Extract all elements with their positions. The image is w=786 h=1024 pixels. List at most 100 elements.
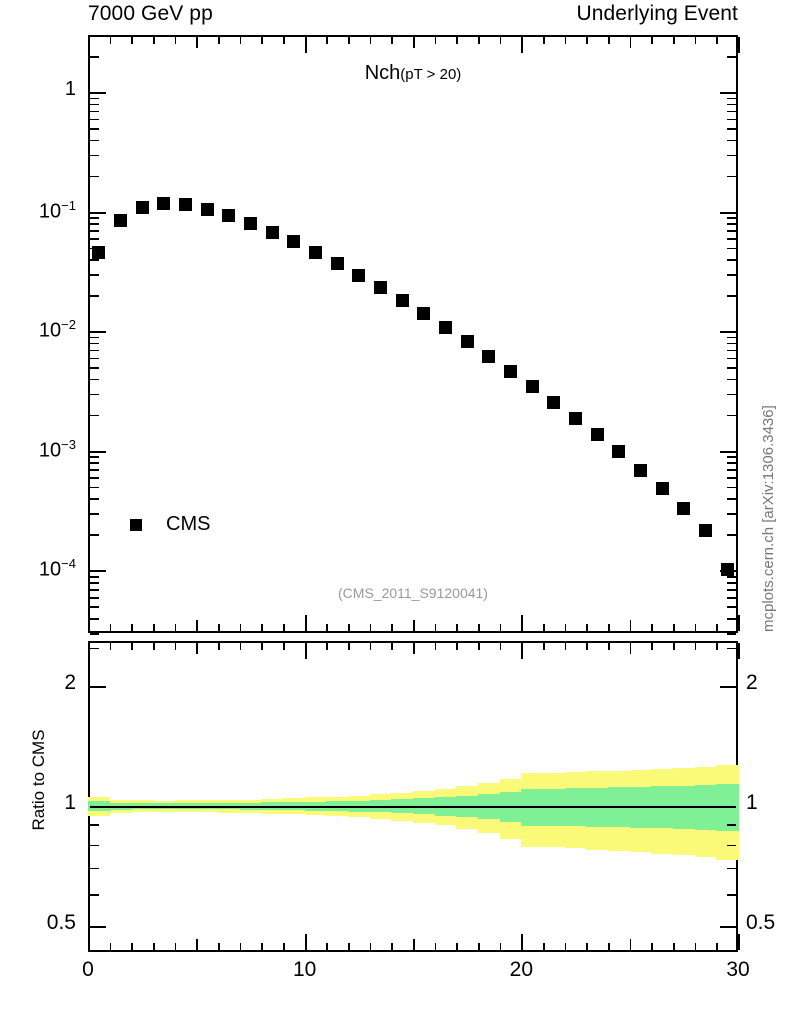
- axis-tick: [727, 618, 736, 620]
- axis-tick: [694, 943, 697, 950]
- header-analysis-category: Underlying Event: [576, 2, 738, 25]
- axis-tick: [727, 342, 736, 345]
- data-point-marker: [417, 307, 431, 321]
- axis-tick: [283, 624, 285, 631]
- axis-tick: [196, 939, 198, 950]
- axis-tick: [727, 456, 736, 458]
- axis-tick: [90, 513, 99, 515]
- axis-tick: [90, 633, 99, 635]
- axis-tick: [543, 943, 545, 950]
- axis-tick: [629, 620, 632, 631]
- axis-tick: [434, 37, 437, 44]
- axis-tick: [727, 103, 736, 106]
- axis-tick: [720, 450, 736, 453]
- data-point-marker: [482, 349, 496, 363]
- main-plot-panel: [88, 35, 738, 633]
- ratio-reference-line: [90, 806, 736, 809]
- axis-tick: [239, 624, 242, 631]
- axis-tick: [521, 615, 524, 631]
- data-point-marker: [547, 395, 561, 409]
- axis-tick: [727, 238, 736, 240]
- axis-tick: [90, 35, 99, 37]
- axis-tick: [369, 943, 372, 950]
- axis-tick: [326, 643, 328, 650]
- source-attribution-sidetext: mcplots.cern.ch [arXiv:1306.3436]: [760, 405, 777, 632]
- axis-tick: [564, 943, 567, 950]
- axis-tick: [369, 624, 372, 631]
- axis-tick: [727, 247, 736, 250]
- axis-tick: [499, 643, 502, 650]
- data-point-marker: [179, 197, 192, 211]
- axis-tick: [90, 393, 99, 396]
- axis-tick: [727, 295, 736, 297]
- axis-tick: [720, 686, 736, 689]
- axis-tick: [131, 624, 133, 631]
- axis-tick: [90, 217, 99, 219]
- axis-tick: [716, 643, 718, 650]
- axis-tick: [90, 486, 99, 489]
- axis-tick: [727, 393, 736, 396]
- data-point-marker: [439, 321, 452, 335]
- axis-tick: [90, 894, 99, 897]
- axis-tick: [391, 624, 393, 631]
- axis-tick: [348, 37, 350, 44]
- data-point-marker: [525, 380, 539, 394]
- axis-tick: [586, 643, 588, 650]
- axis-tick: [629, 37, 632, 48]
- axis-tick: [727, 367, 736, 369]
- axis-tick: [651, 643, 653, 650]
- axis-tick: [434, 624, 437, 631]
- axis-tick: [90, 477, 99, 479]
- axis-tick: [109, 37, 112, 44]
- axis-tick: [727, 56, 736, 58]
- axis-tick: [727, 274, 736, 276]
- axis-tick: [673, 643, 675, 650]
- axis-tick: [564, 37, 567, 44]
- axis-tick: [304, 643, 307, 659]
- axis-tick: [239, 37, 242, 44]
- data-point-marker: [265, 225, 279, 239]
- axis-tick: [391, 943, 393, 950]
- data-point-marker: [720, 562, 734, 576]
- axis-tick: [90, 230, 99, 232]
- legend-marker-cms: [130, 518, 142, 531]
- analysis-id-watermark: (CMS_2011_S9120041): [338, 585, 488, 601]
- axis-tick: [727, 336, 736, 339]
- data-point-marker: [504, 364, 517, 378]
- y-axis-tick-label: 1: [64, 78, 76, 101]
- axis-tick: [196, 620, 198, 631]
- axis-tick: [521, 37, 524, 53]
- legend: CMS: [130, 513, 210, 536]
- axis-tick: [90, 349, 99, 352]
- axis-tick: [673, 37, 675, 44]
- axis-tick: [727, 588, 736, 591]
- axis-tick: [90, 582, 99, 584]
- axis-tick: [90, 414, 99, 417]
- ratio-axis-title: Ratio to CMS: [29, 729, 48, 831]
- axis-tick: [348, 943, 350, 950]
- axis-tick: [369, 643, 372, 650]
- axis-tick: [261, 37, 263, 44]
- axis-tick: [564, 643, 567, 650]
- ratio-y-axis-tick-label-left: 0.5: [46, 910, 76, 934]
- axis-tick: [90, 618, 99, 620]
- axis-tick: [727, 894, 736, 897]
- axis-tick: [90, 647, 99, 650]
- axis-tick: [738, 37, 740, 53]
- data-point-marker: [677, 501, 691, 515]
- ratio-y-axis-tick-label-left: 1: [64, 791, 76, 815]
- axis-tick: [90, 342, 99, 345]
- axis-tick: [261, 943, 263, 950]
- data-point-marker: [135, 201, 149, 215]
- axis-tick: [727, 477, 736, 479]
- axis-tick: [304, 934, 307, 950]
- axis-tick: [218, 943, 220, 950]
- axis-tick: [153, 624, 155, 631]
- axis-tick: [478, 643, 480, 650]
- data-point-marker: [330, 257, 344, 271]
- axis-tick: [90, 118, 99, 121]
- data-point-marker: [352, 269, 366, 283]
- axis-tick: [586, 37, 588, 44]
- axis-tick: [727, 97, 736, 100]
- axis-tick: [90, 378, 99, 381]
